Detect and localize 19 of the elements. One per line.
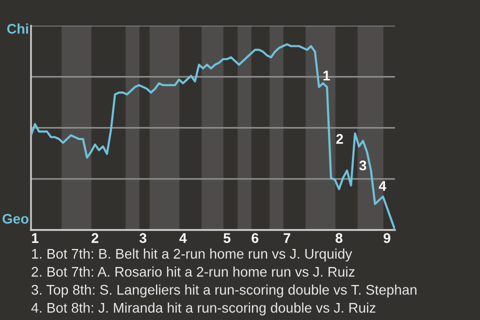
annotation: 3 [359,160,366,170]
text: 3. Top 8th: S. Langeliers hit a run-scoring double vs T. Stephan [32,284,416,298]
text: 2. Bot 7th: A. Rosario hit a 2-run home run vs J. Ruiz [32,266,355,277]
x-tick-label: 3 [139,233,146,243]
x-tick-label: 6 [252,233,258,243]
x-tick-label: 8 [336,233,342,243]
x-tick-label: 9 [384,233,390,243]
annotation: 2 [336,134,343,144]
text: Geo [2,214,28,224]
x-tick-label: 5 [224,233,230,243]
x-tick-label: 7 [284,233,290,243]
text: 1. Bot 7th: B. Belt hit a 2-run home run vs J. Urquidy [32,248,352,262]
x-tick-label: 2 [92,233,98,243]
text: Chi [7,24,28,34]
annotation: 4 [378,181,386,191]
annotation: 1 [323,70,330,80]
x-tick-label: 4 [179,233,187,243]
x-tick-label: 1 [32,233,38,243]
text: 4. Bot 8th: J. Miranda hit a run-scoring double vs J. Ruiz [31,302,376,316]
